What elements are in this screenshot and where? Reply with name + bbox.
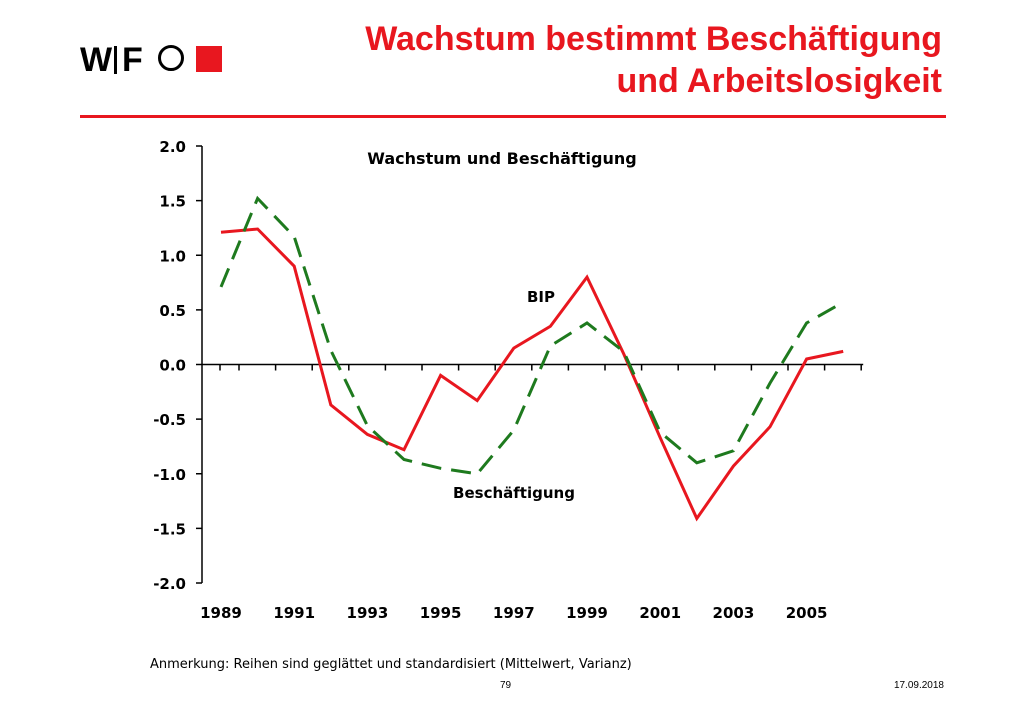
series-line-beschaeftigung: [219, 195, 844, 476]
page-number: 79: [500, 680, 512, 691]
series-line-bip: [220, 227, 844, 522]
series-label-beschaeftigung: Beschäftigung: [453, 484, 575, 502]
y-tick-label: 0.0: [159, 357, 186, 375]
date-stamp: 17.09.2018: [893, 680, 944, 691]
title-divider: [80, 115, 946, 118]
x-tick-label: 1999: [566, 604, 608, 622]
x-tick-label: 1997: [493, 604, 535, 622]
y-tick-label: -1.5: [153, 520, 186, 538]
x-tick-label: 2005: [786, 604, 828, 622]
page-title-line1: Wachstum bestimmt Beschäftigung: [365, 20, 942, 58]
y-tick-label: -0.5: [153, 411, 186, 429]
x-tick-label: 2001: [639, 604, 681, 622]
chart-axes: 2.0 1.5 1.0 0.5 0.0 -0.5 -1.0 -1.5 -2.0 1989 1991 1…: [153, 138, 864, 622]
x-tick-label: 2003: [713, 604, 755, 622]
y-tick-label: 1.5: [159, 193, 186, 211]
page-title: Wachstum bestimmt Beschäftigung und Arbe…: [365, 18, 942, 102]
y-tick-label: 2.0: [159, 138, 186, 156]
x-tick-label: 1993: [347, 604, 389, 622]
y-tick-label: 0.5: [159, 302, 186, 320]
chart-title: Wachstum und Beschäftigung: [367, 149, 636, 168]
x-tick-label: 1989: [200, 604, 242, 622]
footnote: Anmerkung: Reihen sind geglättet und sta…: [150, 657, 632, 672]
y-tick-label: -2.0: [153, 575, 186, 593]
logo-letter-f: F: [122, 41, 143, 79]
wifo-logo: W F: [80, 40, 222, 80]
x-tick-label: 1991: [273, 604, 315, 622]
logo-bar: [114, 46, 117, 74]
logo-square-icon: [196, 46, 222, 72]
x-tick-label: 1995: [420, 604, 462, 622]
chart-series: [219, 195, 844, 522]
logo-circle-icon: [158, 45, 184, 71]
logo-letter-w: W: [80, 41, 113, 79]
y-tick-label: 1.0: [159, 247, 186, 265]
page-title-line2: und Arbeitslosigkeit: [616, 62, 942, 100]
y-tick-label: -1.0: [153, 466, 186, 484]
series-label-bip: BIP: [527, 288, 555, 306]
